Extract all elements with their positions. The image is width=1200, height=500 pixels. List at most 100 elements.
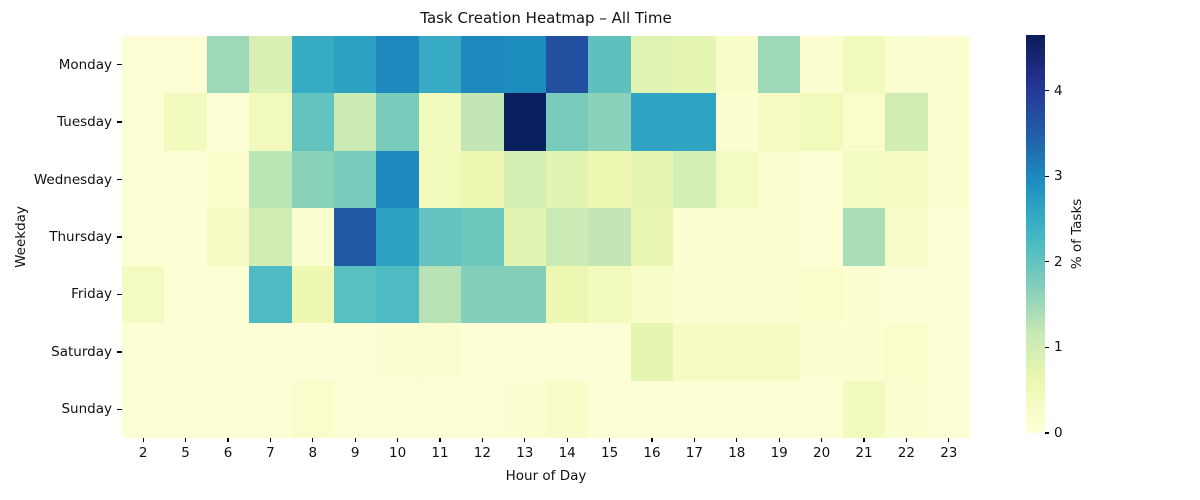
x-tick-mark — [524, 438, 526, 442]
heatmap-cell — [673, 36, 716, 94]
x-tick-mark — [396, 438, 399, 442]
y-tick-label: Thursday — [49, 229, 112, 245]
heatmap-cell — [418, 323, 462, 381]
y-tick-mark — [117, 408, 122, 410]
heatmap-cell — [885, 150, 928, 209]
y-tick-label: Friday — [71, 286, 112, 303]
heatmap-grid — [122, 36, 970, 438]
x-tick-mark — [481, 438, 484, 442]
heatmap-cell — [461, 93, 504, 151]
heatmap-cell — [206, 380, 250, 438]
x-tick-label: 21 — [855, 445, 873, 461]
x-tick-mark — [736, 438, 738, 442]
heatmap-cell — [164, 93, 207, 151]
heatmap-cell — [842, 323, 886, 381]
colorbar-tick-mark — [1045, 261, 1049, 263]
y-tick-label: Wednesday — [33, 171, 112, 188]
y-tick-label: Monday — [58, 56, 112, 73]
x-tick-label: 22 — [897, 445, 915, 461]
x-tick-mark — [820, 438, 823, 442]
heatmap-cell — [503, 208, 546, 266]
heatmap-cell — [291, 380, 334, 438]
colorbar-tick-mark — [1045, 432, 1049, 434]
heatmap-cell — [800, 208, 843, 266]
heatmap-cell — [546, 208, 589, 266]
heatmap-cell — [927, 93, 970, 151]
x-tick-label: 5 — [181, 445, 190, 461]
x-tick-label: 17 — [685, 445, 703, 461]
heatmap-cell — [630, 93, 674, 151]
heatmap-cell — [758, 150, 801, 209]
heatmap-cell — [291, 323, 334, 381]
heatmap-cell — [461, 36, 504, 94]
x-tick-mark — [184, 438, 187, 442]
heatmap-cell — [715, 208, 758, 266]
heatmap-cell — [249, 265, 292, 324]
heatmap-cell — [758, 265, 801, 324]
heatmap-cell — [164, 380, 207, 438]
x-tick-mark — [227, 438, 229, 442]
heatmap-cell — [418, 36, 462, 94]
heatmap-cell — [546, 380, 589, 438]
heatmap-cell — [461, 265, 504, 324]
heatmap-cell — [418, 93, 462, 151]
heatmap-cell — [376, 93, 419, 151]
x-tick-label: 8 — [308, 445, 318, 461]
y-axis-label: Weekday — [13, 206, 29, 268]
heatmap-cell — [673, 323, 716, 381]
heatmap-cell — [164, 323, 207, 381]
heatmap-cell — [715, 36, 758, 94]
heatmap-cell — [715, 380, 758, 438]
heatmap-cell — [249, 323, 292, 381]
heatmap-cell — [885, 380, 928, 438]
heatmap-cell — [673, 208, 716, 266]
heatmap-cell — [164, 150, 207, 209]
heatmap-cell — [758, 208, 801, 266]
heatmap-cell — [546, 265, 589, 324]
heatmap-cell — [842, 208, 886, 266]
heatmap-cell — [503, 93, 546, 151]
heatmap-cell — [334, 265, 377, 324]
heatmap-cell — [164, 265, 207, 324]
heatmap-cell — [503, 265, 546, 324]
x-tick-mark — [948, 438, 950, 442]
x-tick-mark — [863, 438, 865, 442]
heatmap-cell — [376, 36, 419, 94]
x-tick-label: 2 — [138, 445, 148, 461]
heatmap-cell — [715, 323, 758, 381]
heatmap-cell — [503, 323, 546, 381]
x-tick-mark — [142, 438, 144, 442]
x-tick-mark — [608, 438, 611, 442]
heatmap-cell — [164, 208, 207, 266]
heatmap-cell — [206, 36, 250, 94]
y-tick-label: Sunday — [61, 401, 112, 418]
x-tick-label: 23 — [940, 445, 958, 461]
heatmap-cell — [758, 380, 801, 438]
heatmap-cell — [630, 323, 674, 381]
heatmap-cell — [461, 380, 504, 438]
y-tick-mark — [117, 236, 122, 238]
heatmap-cell — [630, 150, 674, 209]
heatmap-cell — [291, 265, 334, 324]
x-tick-label: 6 — [223, 445, 233, 461]
heatmap-cell — [758, 323, 801, 381]
heatmap-cell — [376, 323, 419, 381]
heatmap-cell — [588, 265, 631, 324]
heatmap-cell — [503, 36, 546, 94]
x-tick-label: 9 — [350, 445, 360, 461]
heatmap-cell — [885, 36, 928, 94]
x-tick-mark — [905, 438, 908, 442]
x-tick-label: 7 — [266, 445, 275, 461]
colorbar-tick-label: 3 — [1054, 168, 1063, 185]
heatmap-cell — [673, 150, 716, 209]
heatmap-cell — [376, 380, 419, 438]
heatmap-cell — [927, 265, 970, 324]
heatmap-cell — [800, 150, 843, 209]
y-tick-label: Saturday — [51, 343, 112, 360]
colorbar-tick-mark — [1045, 346, 1049, 349]
heatmap-cell — [842, 93, 886, 151]
heatmap-cell — [927, 380, 970, 438]
heatmap-cell — [461, 323, 504, 381]
heatmap-cell — [122, 265, 165, 324]
